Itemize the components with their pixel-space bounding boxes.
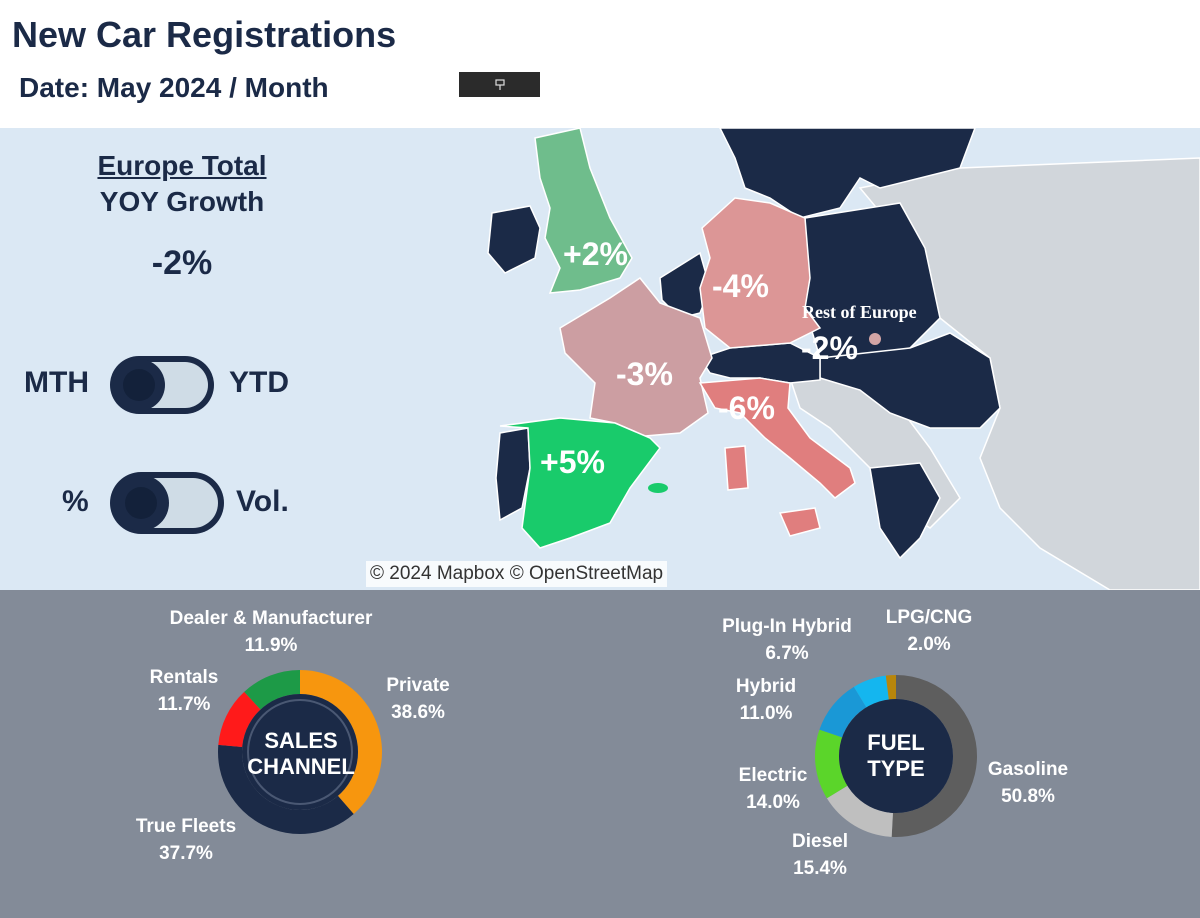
rest-of-europe-marker[interactable] <box>869 333 881 345</box>
breakdown-panel: SALES CHANNEL FUEL TYPE Dealer & Manufac… <box>0 590 1200 918</box>
fuel-label-hybrid-name: Hybrid <box>735 676 797 697</box>
spain-growth-label: +5% <box>540 444 605 480</box>
sales-label-private-name: Private <box>386 675 450 696</box>
region-rest-of-europe-greece <box>869 462 941 560</box>
fuel-label-lpg: LPG/CNG 2.0% <box>874 604 984 658</box>
fuel-label-phev-name: Plug-In Hybrid <box>722 616 852 637</box>
region-spain-balearic <box>648 483 668 493</box>
slice-gasoline[interactable] <box>891 675 977 837</box>
page-title: New Car Registrations <box>12 14 397 55</box>
sales-label-rentals: Rentals 11.7% <box>140 664 228 718</box>
fuel-label-diesel-value: 15.4% <box>793 858 847 879</box>
kpi-value: -2% <box>151 244 213 282</box>
fuel-label-lpg-value: 2.0% <box>907 634 951 655</box>
header: New Car Registrations Date: May 2024 / M… <box>0 0 1200 128</box>
sales-label-private: Private 38.6% <box>378 672 458 726</box>
fuel-type-center-line2: TYPE <box>867 756 925 781</box>
slice-hybrid[interactable] <box>819 686 867 738</box>
region-rest-of-europe-benelux <box>659 251 711 319</box>
sales-channel-donut <box>218 670 382 834</box>
uk-growth-label: +2% <box>563 236 628 272</box>
toggle-percent-label[interactable]: % <box>62 485 89 518</box>
fuel-label-hybrid-value: 11.0% <box>739 703 793 724</box>
toggle-knob <box>113 359 165 411</box>
region-rest-of-europe-ireland <box>487 205 541 274</box>
region-spain <box>499 417 661 549</box>
sales-channel-center-label: SALES CHANNEL <box>238 728 364 780</box>
slice-dealer-manufacturer[interactable] <box>244 670 300 710</box>
rest-of-europe-growth-label: -2% <box>801 330 858 366</box>
rest-of-europe-title: Rest of Europe <box>802 302 917 322</box>
region-italy-sardinia <box>724 445 749 491</box>
sales-label-dealer-value: 11.9% <box>244 635 298 656</box>
fuel-label-electric-value: 14.0% <box>746 792 800 813</box>
europe-map: Europe Total YOY Growth -2% MTH YTD % Vo… <box>0 128 1200 590</box>
fuel-type-donut <box>815 675 977 837</box>
toggle-mth-label[interactable]: MTH <box>24 366 89 399</box>
map-canvas <box>487 128 1200 590</box>
percent-vol-toggle[interactable] <box>110 472 224 534</box>
toggle-knob <box>113 475 169 531</box>
donut-inner-ring <box>247 699 353 805</box>
slice-rentals[interactable] <box>218 691 261 747</box>
donut-canvas <box>218 670 977 837</box>
region-france <box>559 276 713 437</box>
map-attribution[interactable]: © 2024 Mapbox © OpenStreetMap <box>366 561 668 587</box>
fuel-label-lpg-name: LPG/CNG <box>885 607 973 628</box>
donut-hole <box>242 694 358 810</box>
sales-channel-center-line1: SALES <box>264 728 338 753</box>
fuel-label-hybrid: Hybrid 11.0% <box>720 673 812 727</box>
region-uk <box>534 128 633 294</box>
fuel-label-gasoline-value: 50.8% <box>1001 786 1055 807</box>
fuel-label-phev: Plug-In Hybrid 6.7% <box>708 613 866 667</box>
sales-label-true-fleets: True Fleets 37.7% <box>126 813 246 867</box>
fuel-label-electric: Electric 14.0% <box>728 762 818 816</box>
slice-true-fleets[interactable] <box>218 744 354 834</box>
date-label: Date: May 2024 / Month <box>19 72 329 103</box>
fuel-label-gasoline-name: Gasoline <box>987 759 1069 780</box>
fuel-label-diesel-name: Diesel <box>792 831 848 852</box>
mth-ytd-toggle[interactable] <box>110 356 214 414</box>
region-rest-of-europe-southeast <box>819 332 1001 429</box>
fuel-type-center-label: FUEL TYPE <box>836 730 956 782</box>
kpi-subheading: YOY Growth <box>99 186 265 217</box>
sales-label-true-fleets-name: True Fleets <box>135 816 237 837</box>
sales-label-rentals-value: 11.7% <box>157 694 211 715</box>
slice-private[interactable] <box>300 670 382 814</box>
fuel-type-center-line1: FUEL <box>867 730 925 755</box>
fuel-label-gasoline: Gasoline 50.8% <box>978 756 1078 810</box>
region-germany <box>699 197 822 349</box>
region-italy-sicily <box>778 507 821 537</box>
slice-diesel[interactable] <box>826 785 893 837</box>
kpi-heading: Europe Total <box>97 150 267 181</box>
fuel-label-diesel: Diesel 15.4% <box>780 828 860 882</box>
sales-label-private-value: 38.6% <box>391 702 445 723</box>
toggle-vol-label[interactable]: Vol. <box>236 485 289 518</box>
sales-label-true-fleets-value: 37.7% <box>159 843 213 864</box>
region-italy <box>698 377 856 499</box>
sales-label-dealer-name: Dealer & Manufacturer <box>169 608 373 629</box>
pin-icon <box>494 78 505 90</box>
slice-lpg-cng[interactable] <box>885 675 896 700</box>
fuel-label-electric-name: Electric <box>738 765 808 786</box>
slice-plug-in-hybrid[interactable] <box>853 675 889 708</box>
toggle-ytd-label[interactable]: YTD <box>229 366 289 399</box>
sales-label-dealer: Dealer & Manufacturer 11.9% <box>152 605 390 659</box>
france-growth-label: -3% <box>616 356 673 392</box>
sales-channel-center-line2: CHANNEL <box>247 754 355 779</box>
pin-button[interactable] <box>459 72 540 97</box>
sales-label-rentals-name: Rentals <box>149 667 219 688</box>
slice-electric[interactable] <box>815 729 848 799</box>
germany-growth-label: -4% <box>712 268 769 304</box>
italy-growth-label: -6% <box>718 390 775 426</box>
region-nordics <box>719 128 976 219</box>
donut-hole <box>839 699 953 813</box>
fuel-label-phev-value: 6.7% <box>765 643 809 664</box>
